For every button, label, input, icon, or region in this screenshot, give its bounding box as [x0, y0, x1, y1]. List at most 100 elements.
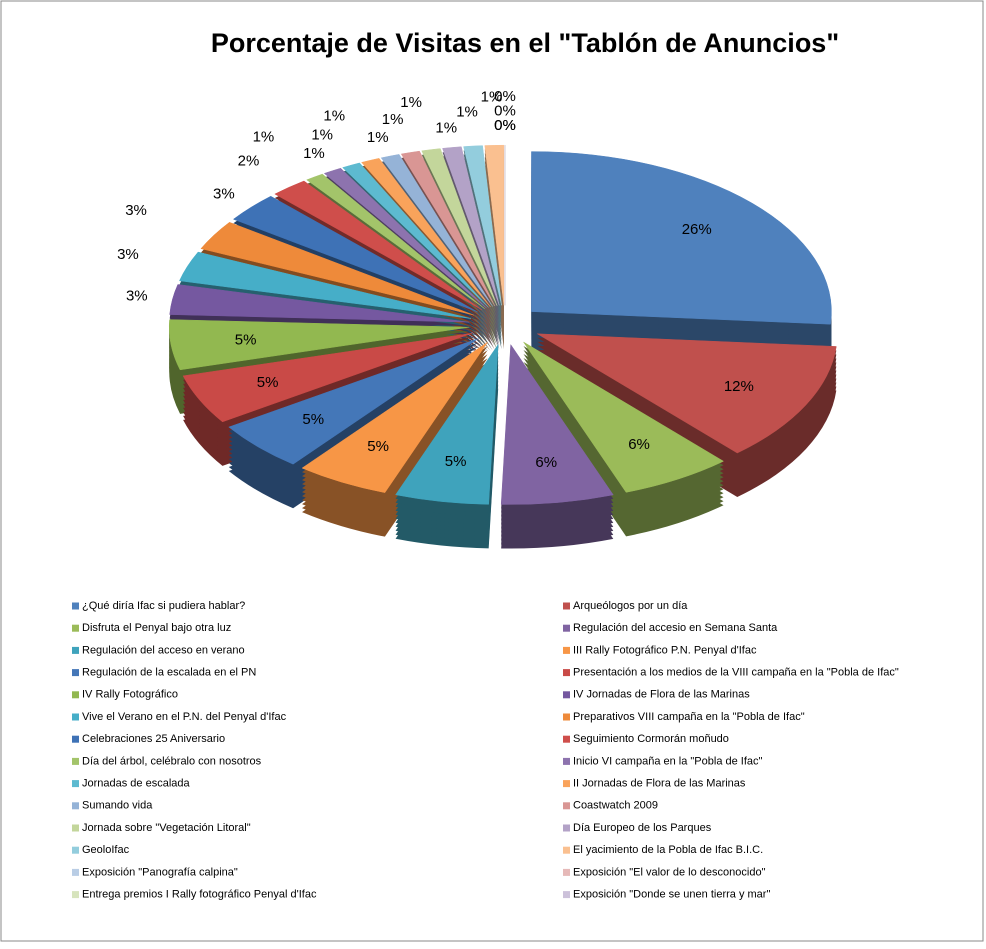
legend-swatch — [563, 624, 570, 632]
legend-swatch — [72, 646, 79, 654]
chart-title: Porcentaje de Visitas en el "Tablón de A… — [211, 28, 839, 58]
data-label: 3% — [117, 246, 139, 263]
legend-swatch — [563, 602, 570, 610]
slice — [323, 167, 487, 309]
legend-swatch — [72, 868, 79, 876]
legend-label: IV Jornadas de Flora de las Marinas — [573, 689, 750, 701]
legend-swatch — [563, 757, 570, 765]
data-label: 0% — [494, 117, 516, 134]
legend-swatch — [563, 891, 570, 899]
data-label: 5% — [445, 453, 467, 470]
data-label: 1% — [456, 104, 478, 121]
slice — [182, 332, 473, 423]
legend-label: Exposición "Donde se unen tierra y mar" — [573, 889, 770, 901]
slice — [380, 154, 493, 307]
data-label: 6% — [628, 436, 650, 453]
legend-label: Regulación de la escalada en el PN — [82, 667, 256, 679]
legend-swatch — [563, 780, 570, 788]
legend-swatch — [72, 757, 79, 765]
legend-label: Entrega premios I Rally fotográfico Peny… — [82, 889, 317, 901]
data-label: 3% — [126, 288, 148, 305]
slice — [421, 148, 498, 306]
data-label: 12% — [724, 378, 754, 395]
legend-label: II Jornadas de Flora de las Marinas — [573, 778, 746, 790]
data-label: 5% — [235, 331, 257, 348]
legend-label: Día Europeo de los Parques — [573, 822, 712, 834]
legend-label: Preparativos VIII campaña en la "Pobla d… — [573, 711, 805, 723]
data-label: 1% — [400, 94, 422, 111]
slice-side — [463, 153, 502, 314]
legend-label: Celebraciones 25 Aniversario — [82, 733, 225, 745]
legend-label: Exposición "El valor de lo desconocido" — [573, 866, 766, 878]
slice — [442, 146, 500, 306]
slice — [274, 180, 483, 311]
data-label: 3% — [213, 186, 235, 203]
legend-label: Exposición "Panografía calpina" — [82, 866, 238, 878]
legend-swatch — [563, 802, 570, 810]
legend-label: Coastwatch 2009 — [573, 800, 658, 812]
data-label: 1% — [435, 119, 457, 136]
data-label: 2% — [238, 152, 260, 169]
legend-swatch — [563, 735, 570, 743]
data-label: 1% — [481, 88, 503, 105]
slice — [200, 222, 474, 316]
slice-side — [463, 149, 502, 310]
data-label: 1% — [253, 128, 275, 145]
legend-swatch — [72, 735, 79, 743]
slice — [395, 343, 499, 505]
slice — [484, 144, 505, 306]
slice — [301, 342, 488, 493]
data-label: 5% — [367, 438, 389, 455]
legend-label: Jornada sobre "Vegetación Litoral" — [82, 822, 251, 834]
legend-label: GeoloIfac — [82, 844, 130, 856]
data-label: 1% — [303, 145, 325, 162]
slice-side — [442, 150, 500, 310]
slice — [463, 145, 502, 306]
legend-swatch — [563, 846, 570, 854]
data-label: 1% — [367, 129, 389, 146]
legend-label: Seguimiento Cormorán moñudo — [573, 733, 729, 745]
legend-swatch — [72, 691, 79, 699]
legend-label: Arqueólogos por un día — [573, 600, 688, 612]
legend-swatch — [563, 713, 570, 721]
legend-swatch — [72, 780, 79, 788]
legend-label: Sumando vida — [82, 800, 153, 812]
slice-side — [401, 155, 495, 311]
legend-swatch — [72, 713, 79, 721]
slice — [169, 284, 470, 323]
slice — [523, 341, 725, 493]
legend-swatch — [563, 669, 570, 677]
legend-swatch — [563, 646, 570, 654]
legend-label: Regulación del accesio en Semana Santa — [573, 622, 778, 634]
legend-label: El yacimiento de la Pobla de Ifac B.I.C. — [573, 844, 763, 856]
legend-label: ¿Qué diría Ifac si pudiera hablar? — [82, 600, 245, 612]
legend-swatch — [72, 802, 79, 810]
slice — [179, 251, 472, 319]
legend-label: Día del árbol, celébralo con nosotros — [82, 755, 262, 767]
legend-label: III Rally Fotográfico P.N. Penyal d'Ifac — [573, 644, 757, 656]
slice — [168, 319, 470, 371]
data-label: 0% — [494, 117, 516, 134]
legend-swatch — [563, 868, 570, 876]
legend-label: IV Rally Fotográfico — [82, 689, 178, 701]
data-label: 3% — [125, 202, 147, 219]
slice — [228, 338, 479, 465]
slice — [342, 162, 489, 308]
legend-swatch — [72, 846, 79, 854]
legend-label: Vive el Verano en el P.N. del Penyal d'I… — [82, 711, 287, 723]
legend-swatch — [72, 669, 79, 677]
slice — [232, 195, 478, 313]
legend-swatch — [72, 891, 79, 899]
legend-swatch — [563, 691, 570, 699]
slice — [531, 151, 832, 325]
legend-label: Inicio VI campaña en la "Pobla de Ifac" — [573, 755, 763, 767]
legend-swatch — [72, 624, 79, 632]
data-label: 5% — [302, 411, 324, 428]
data-label: 26% — [682, 221, 712, 238]
data-label: 0% — [494, 88, 516, 105]
slice — [400, 150, 496, 307]
data-label: 5% — [257, 374, 279, 391]
legend-label: Presentación a los medios de la VIII cam… — [573, 667, 899, 679]
slice — [537, 333, 837, 454]
